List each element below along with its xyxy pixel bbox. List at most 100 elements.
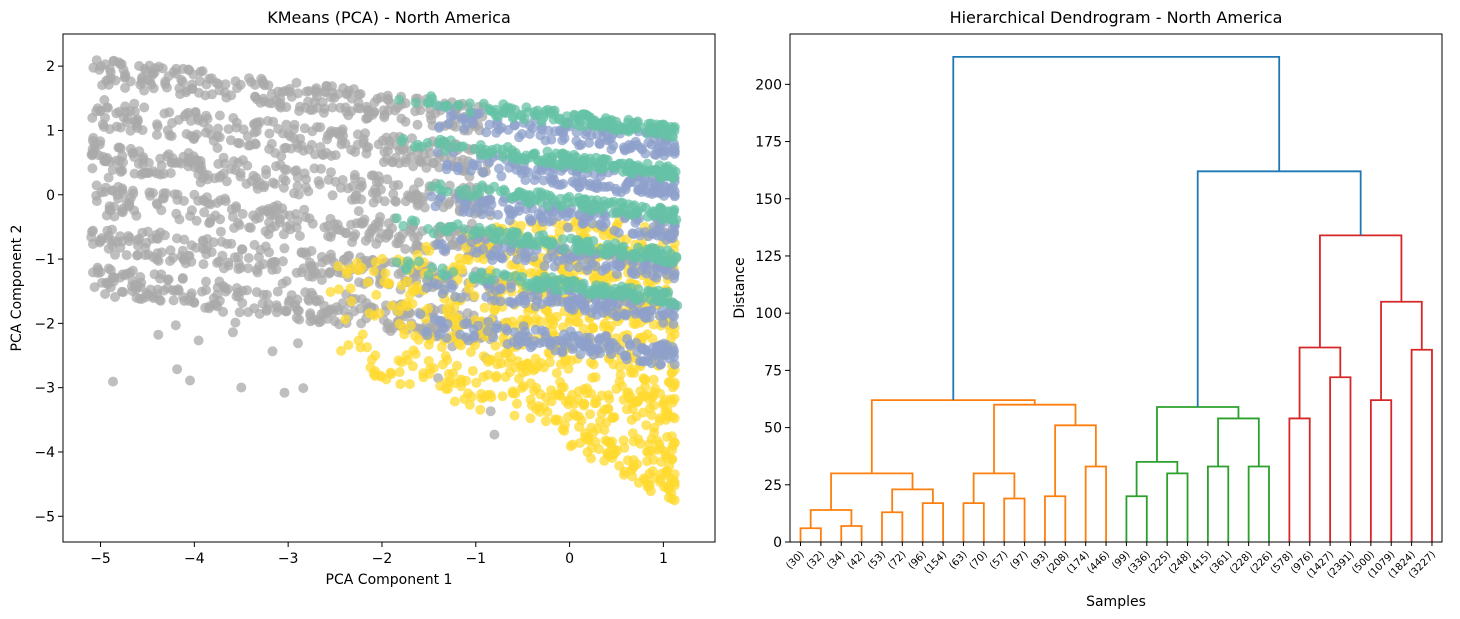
- scatter-point: [165, 168, 176, 179]
- scatter-point: [110, 249, 120, 260]
- scatter-point: [393, 180, 404, 190]
- scatter-point: [423, 303, 434, 314]
- scatter-point: [479, 302, 490, 313]
- scatter-point: [592, 304, 602, 315]
- scatter-point: [250, 91, 261, 102]
- scatter-point: [279, 387, 290, 398]
- scatter-point: [197, 66, 208, 77]
- scatter-point: [643, 231, 654, 242]
- scatter-point: [188, 69, 199, 80]
- scatter-point: [220, 79, 231, 90]
- scatter-point: [423, 355, 434, 366]
- scatter-point: [353, 206, 364, 217]
- scatter-point: [355, 89, 366, 99]
- scatter-point: [525, 268, 536, 279]
- scatter-point: [205, 217, 216, 228]
- scatter-point: [496, 252, 506, 263]
- scatter-point: [609, 448, 620, 459]
- scatter-point: [555, 201, 566, 212]
- scatter-point: [94, 64, 105, 75]
- scatter-point: [361, 148, 372, 159]
- scatter-point: [646, 410, 657, 421]
- scatter-point: [270, 257, 281, 267]
- scatter-point: [448, 267, 459, 278]
- scatter-point: [526, 400, 537, 411]
- scatter-point: [405, 289, 415, 300]
- scatter-point: [640, 202, 651, 213]
- scatter-point: [326, 167, 336, 178]
- scatter-point: [281, 119, 292, 130]
- scatter-point: [489, 295, 500, 306]
- scatter-point: [439, 271, 450, 282]
- scatter-point: [532, 109, 543, 120]
- scatter-point: [271, 300, 282, 311]
- scatter-point: [603, 248, 614, 259]
- scatter-point: [550, 415, 561, 426]
- scatter-point: [291, 77, 302, 88]
- scatter-title: KMeans (PCA) - North America: [267, 8, 511, 27]
- scatter-point: [458, 141, 469, 152]
- scatter-point: [553, 389, 564, 400]
- scatter-point: [402, 276, 413, 287]
- scatter-point: [230, 317, 241, 328]
- scatter-point: [494, 163, 504, 174]
- scatter-point: [490, 372, 501, 383]
- scatter-point: [485, 406, 496, 417]
- scatter-point: [430, 201, 441, 212]
- scatter-point: [214, 256, 225, 267]
- dendrogram-leaf-label: (42): [845, 549, 867, 571]
- scatter-y-axis-label: PCA Component 2: [9, 225, 25, 352]
- scatter-point: [491, 110, 501, 121]
- scatter-point: [626, 142, 637, 153]
- scatter-point: [339, 254, 350, 265]
- scatter-point: [296, 247, 307, 258]
- scatter-point: [559, 133, 570, 144]
- scatter-point: [665, 167, 676, 178]
- scatter-point: [88, 148, 99, 158]
- scatter-point: [318, 107, 329, 118]
- scatter-y-tick-label: −5: [34, 509, 55, 525]
- scatter-point: [179, 295, 190, 306]
- scatter-point: [648, 454, 659, 465]
- scatter-point: [237, 244, 248, 255]
- scatter-point: [213, 123, 224, 134]
- scatter-point: [364, 232, 375, 243]
- scatter-point: [277, 256, 288, 267]
- dendrogram-link: [891, 488, 934, 513]
- scatter-point: [568, 332, 579, 342]
- scatter-point: [649, 400, 659, 411]
- dendrogram-link: [1084, 465, 1107, 542]
- scatter-point: [658, 398, 669, 408]
- scatter-point: [161, 82, 172, 93]
- scatter-point: [653, 285, 664, 296]
- dendrogram-link: [993, 403, 1077, 474]
- scatter-point: [148, 188, 158, 198]
- scatter-point: [582, 261, 593, 272]
- scatter-point: [193, 335, 204, 346]
- scatter-point: [183, 148, 194, 158]
- scatter-point: [193, 195, 204, 206]
- scatter-point: [323, 305, 334, 316]
- scatter-point: [508, 191, 519, 202]
- scatter-point: [608, 412, 619, 423]
- scatter-point: [394, 94, 405, 105]
- scatter-point: [97, 80, 108, 91]
- scatter-point: [314, 179, 325, 190]
- scatter-point: [606, 133, 616, 144]
- scatter-point: [631, 123, 642, 134]
- scatter-point: [651, 272, 662, 283]
- scatter-point: [260, 226, 271, 237]
- scatter-point: [172, 233, 182, 244]
- scatter-point: [330, 150, 341, 161]
- scatter-point: [531, 313, 542, 324]
- scatter-point: [279, 305, 290, 316]
- scatter-point: [484, 119, 495, 130]
- scatter-point: [623, 125, 634, 136]
- dendrogram-link: [1380, 300, 1423, 401]
- scatter-point: [173, 114, 184, 125]
- scatter-point: [325, 213, 336, 224]
- scatter-point: [590, 437, 601, 447]
- scatter-point: [186, 288, 197, 299]
- scatter-point: [449, 378, 460, 389]
